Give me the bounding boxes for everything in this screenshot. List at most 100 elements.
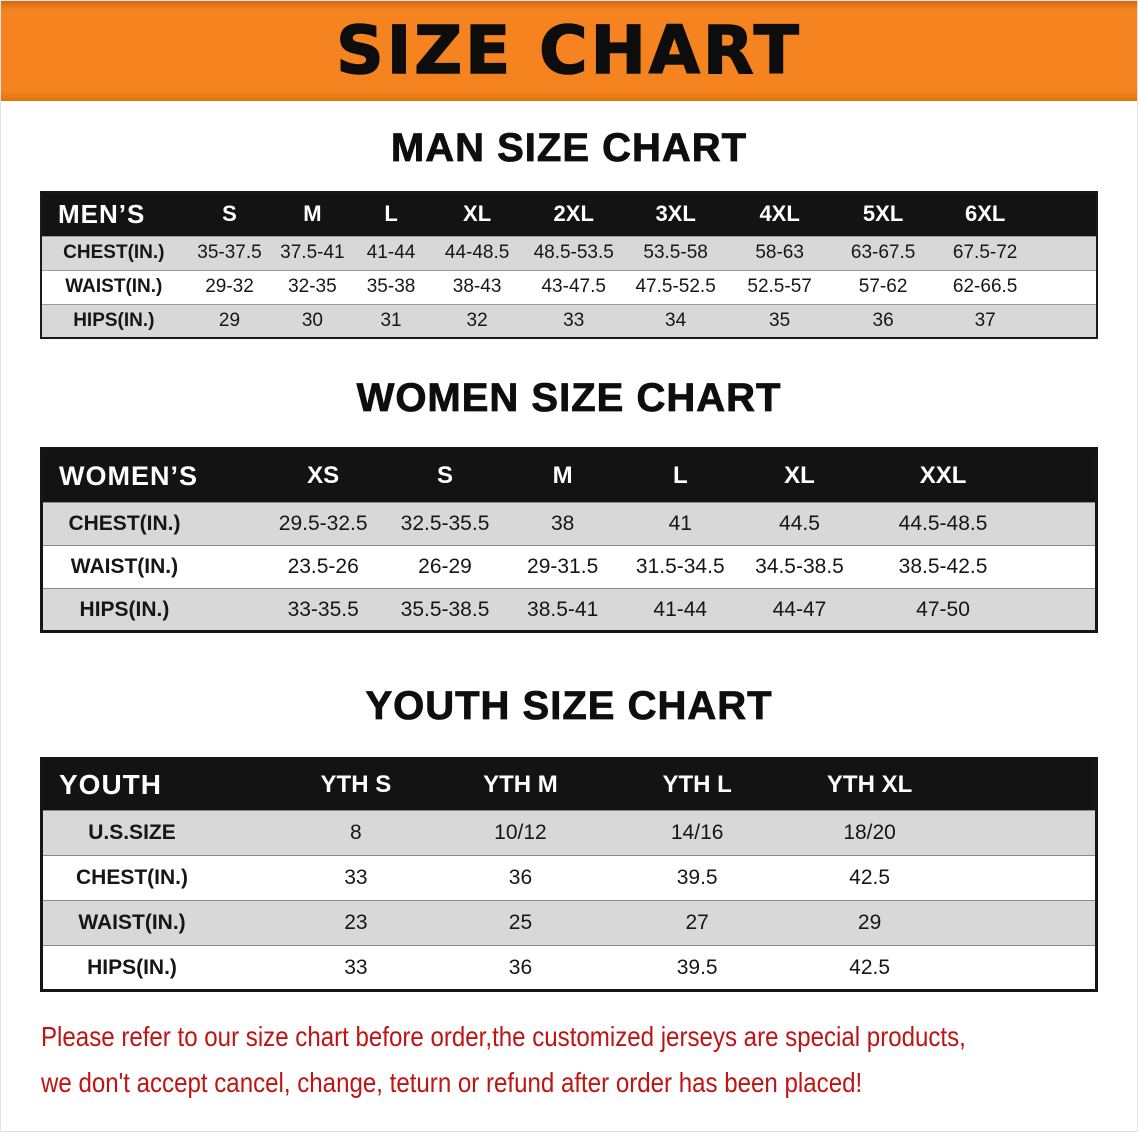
row-label: WAIST(IN.) (78, 911, 186, 934)
size-cell: 35 (769, 309, 791, 331)
youth-header-row: YOUTH YTH S YTH M YTH L YTH XL (41, 758, 1097, 811)
size-cell: 29 (218, 309, 241, 331)
size-cell: 32.5-35.5 (400, 512, 490, 535)
size-col-header: 5XL (862, 201, 904, 227)
size-cell: 34.5-38.5 (755, 555, 844, 578)
table-row: HIPS(IN.) 29 30 31 32 33 34 35 36 37 (41, 304, 1097, 338)
size-cell: 39.5 (676, 866, 718, 889)
size-cell: 14/16 (670, 821, 724, 844)
row-label: WAIST(IN.) (65, 276, 163, 297)
row-label: HIPS(IN.) (73, 309, 155, 331)
size-col-header: M (552, 462, 573, 489)
size-cell: 27 (685, 911, 709, 934)
size-cell: 29-32 (205, 276, 254, 297)
size-cell: 32-35 (288, 276, 337, 297)
size-cell: 31 (380, 309, 402, 331)
size-col-header: YTH L (662, 771, 732, 798)
size-cell: 47-50 (916, 597, 970, 621)
size-cell: 33 (563, 309, 585, 331)
size-cell: 67.5-72 (952, 242, 1018, 263)
women-size-table: WOMEN’S XS S M L XL XXL CHEST(IN.) 29.5-… (40, 447, 1098, 633)
size-cell: 58-63 (755, 242, 804, 263)
size-col-header: YTH XL (826, 771, 913, 798)
men-header-row: MEN’S S M L XL 2XL 3XL 4XL 5XL 6XL (41, 192, 1097, 236)
size-cell: 29.5-32.5 (278, 512, 368, 535)
men-section-title: MAN SIZE CHART (390, 126, 748, 171)
size-cell: 26-29 (418, 555, 472, 578)
size-col-header: XL (463, 201, 492, 227)
row-label: U.S.SIZE (88, 821, 176, 844)
table-row: WAIST(IN.) 29-32 32-35 35-38 38-43 43-47… (41, 270, 1097, 304)
size-cell: 36 (872, 309, 894, 331)
size-cell: 33-35.5 (287, 597, 359, 621)
size-cell: 37.5-41 (280, 242, 345, 263)
men-table-corner: MEN’S (58, 198, 146, 229)
row-label: HIPS(IN.) (87, 955, 177, 979)
row-label: CHEST(IN.) (63, 242, 165, 263)
size-cell: 62-66.5 (952, 276, 1018, 297)
size-cell: 47.5-52.5 (635, 276, 716, 297)
size-cell: 35-37.5 (197, 242, 262, 263)
table-row: HIPS(IN.) 33 36 39.5 42.5 (41, 945, 1097, 991)
size-cell: 44.5 (779, 512, 820, 535)
size-cell: 33 (344, 866, 368, 889)
women-section: WOMEN SIZE CHART WOMEN’S XS S M L XL XXL (1, 375, 1137, 633)
size-cell: 37 (974, 309, 996, 331)
size-col-header: 4XL (759, 201, 800, 227)
size-cell: 38-43 (452, 276, 502, 297)
size-col-header: XS (307, 462, 340, 489)
size-cell: 33 (344, 955, 368, 979)
size-col-header: S (437, 462, 454, 489)
size-cell: 44-47 (772, 597, 827, 621)
size-cell: 52.5-57 (747, 276, 812, 297)
size-cell: 42.5 (849, 955, 891, 979)
row-label: CHEST(IN.) (75, 866, 188, 889)
women-header-row: WOMEN’S XS S M L XL XXL (41, 448, 1097, 503)
youth-size-table: YOUTH YTH S YTH M YTH L YTH XL U.S.SIZE … (40, 757, 1098, 992)
row-label: HIPS(IN.) (79, 597, 170, 621)
size-cell: 35.5-38.5 (400, 597, 490, 621)
size-col-header: 2XL (553, 201, 594, 227)
table-row: U.S.SIZE 8 10/12 14/16 18/20 (41, 810, 1097, 856)
women-table-corner: WOMEN’S (59, 460, 198, 491)
size-cell: 29-31.5 (527, 555, 599, 578)
row-label: CHEST(IN.) (68, 512, 181, 535)
banner: SIZE CHART (1, 1, 1137, 101)
youth-section: YOUTH SIZE CHART YOUTH YTH S YTH M YTH L… (1, 683, 1137, 992)
size-col-header: L (672, 462, 688, 489)
size-col-header: L (384, 201, 398, 227)
men-size-table: MEN’S S M L XL 2XL 3XL 4XL 5XL 6XL CHEST… (40, 191, 1098, 339)
disclaimer-line1: Please refer to our size chart before or… (41, 1021, 966, 1052)
page-title: SIZE CHART (335, 12, 802, 89)
table-row: CHEST(IN.) 33 36 39.5 42.5 (41, 855, 1097, 901)
size-cell: 48.5-53.5 (533, 242, 614, 263)
youth-section-title: YOUTH SIZE CHART (365, 684, 773, 729)
size-cell: 41 (668, 512, 692, 535)
size-col-header: S (222, 201, 237, 227)
size-col-header: 3XL (655, 201, 696, 227)
size-cell: 34 (665, 309, 687, 331)
women-section-title: WOMEN SIZE CHART (356, 376, 782, 421)
men-section: MAN SIZE CHART MEN’S S M L XL 2XL 3XL 4X… (1, 125, 1137, 339)
size-cell: 57-62 (858, 276, 908, 297)
size-cell: 8 (350, 821, 362, 844)
size-cell: 23.5-26 (287, 555, 359, 578)
size-cell: 42.5 (849, 866, 891, 889)
table-row: CHEST(IN.) 35-37.5 37.5-41 41-44 44-48.5… (41, 236, 1097, 270)
size-cell: 18/20 (843, 821, 896, 844)
size-cell: 30 (301, 309, 323, 331)
size-cell: 35-38 (366, 276, 416, 297)
size-cell: 29 (857, 911, 882, 934)
size-col-header: YTH M (483, 771, 558, 798)
size-col-header: XXL (919, 462, 967, 489)
disclaimer: Please refer to our size chart before or… (41, 1014, 1137, 1106)
size-cell: 36 (508, 866, 533, 889)
disclaimer-line2: we don't accept cancel, change, teturn o… (41, 1067, 863, 1098)
size-col-header: 6XL (964, 201, 1006, 227)
size-cell: 63-67.5 (850, 242, 916, 263)
size-col-header: YTH S (320, 771, 392, 798)
size-col-header: XL (784, 462, 815, 489)
youth-table-corner: YOUTH (59, 769, 162, 800)
table-row: WAIST(IN.) 23.5-26 26-29 29-31.5 31.5-34… (41, 545, 1097, 589)
